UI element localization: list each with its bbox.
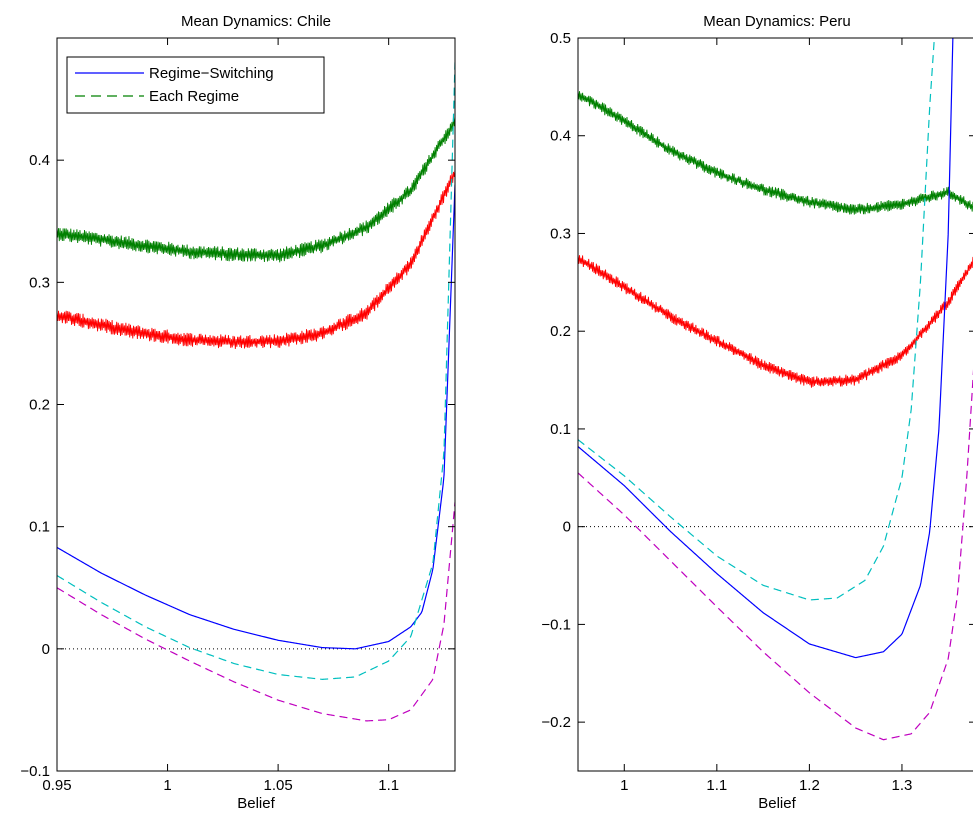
x-tick-label: 0.95 (42, 777, 71, 794)
y-tick-label: 0 (42, 641, 50, 658)
series-line-4 (57, 502, 455, 722)
chart-title: Mean Dynamics: Chile (181, 13, 331, 30)
x-tick-label: 1.3 (892, 777, 913, 794)
y-tick-label: 0.3 (29, 274, 50, 291)
y-tick-label: 0.4 (29, 152, 50, 169)
x-tick-label: 1.2 (799, 777, 820, 794)
x-tick-label: 1.1 (378, 777, 399, 794)
series-line-1 (57, 169, 455, 350)
plot-area (57, 62, 455, 722)
x-tick-label: 1 (163, 777, 171, 794)
series-line-0 (578, 90, 973, 215)
y-tick-label: −0.1 (541, 616, 571, 633)
y-tick-label: 0.2 (550, 323, 571, 340)
series-line-3 (578, 38, 935, 601)
x-tick-label: 1.05 (264, 777, 293, 794)
x-tick-label: 1.1 (706, 777, 727, 794)
y-tick-label: 0.3 (550, 225, 571, 242)
chart-panel-chile: Mean Dynamics: Chile 0.95 1 1.05 1.1 −0.1 0 0.1… (20, 13, 456, 812)
series-line-2 (57, 184, 455, 650)
y-tick-label: 0.1 (550, 421, 571, 438)
legend: Regime−Switching Each Regime (66, 56, 325, 114)
legend-label-0: Regime−Switching (149, 65, 274, 82)
chart-panel-peru: Mean Dynamics: Peru 1 1.1 1.2 1.3 −0.2 −0.1 0 0.… (541, 13, 973, 812)
y-tick-label: −0.2 (541, 714, 571, 731)
chart-title: Mean Dynamics: Peru (703, 13, 851, 30)
series-line-1 (578, 254, 973, 388)
plot-area (578, 38, 973, 741)
series-line-4 (578, 369, 973, 741)
series-line-3 (57, 62, 455, 680)
y-tick-label: 0 (563, 519, 571, 536)
y-tick-label: 0.5 (550, 30, 571, 47)
y-tick-label: 0.2 (29, 397, 50, 414)
y-tick-label: −0.1 (20, 763, 50, 780)
axes-box (56, 37, 456, 772)
series-line-0 (57, 115, 455, 263)
legend-label-1: Each Regime (149, 88, 239, 105)
x-axis-label: Belief (758, 795, 796, 812)
x-axis-label: Belief (237, 795, 275, 812)
legend-box (66, 56, 325, 114)
y-tick-label: 0.4 (550, 128, 571, 145)
axes-box (577, 37, 973, 772)
x-tick-label: 1 (620, 777, 628, 794)
series-line-2 (578, 38, 954, 659)
y-tick-label: 0.1 (29, 519, 50, 536)
